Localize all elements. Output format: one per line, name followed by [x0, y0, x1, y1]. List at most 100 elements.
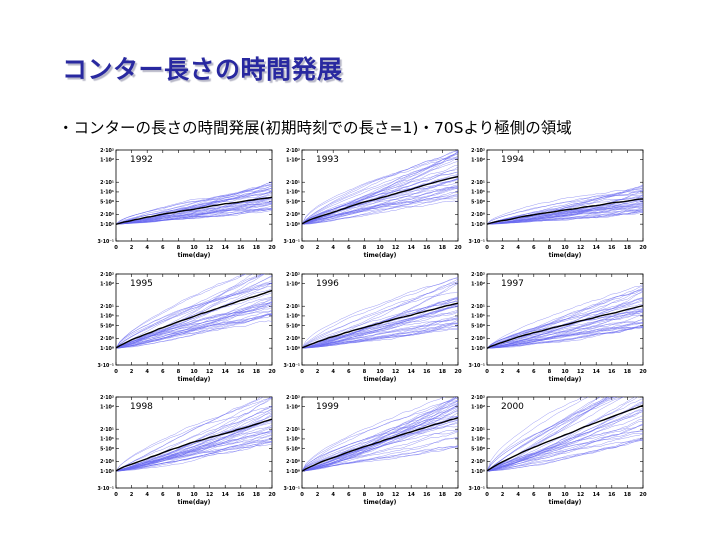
x-tick-label: 20 — [268, 492, 276, 498]
x-tick-label: 8 — [548, 369, 552, 375]
member-line — [487, 288, 643, 349]
member-lines — [487, 397, 643, 472]
y-tick-label: 1·10² — [471, 405, 485, 411]
x-tick-label: 6 — [532, 245, 536, 251]
member-line — [302, 157, 458, 225]
x-tick-label: 20 — [639, 369, 647, 375]
member-line — [116, 274, 247, 349]
y-tick-label: 1·10² — [286, 282, 300, 288]
member-line — [487, 397, 584, 472]
member-line — [487, 397, 625, 472]
y-tick-label: 5·10⁰ — [471, 199, 485, 205]
member-line — [302, 323, 458, 349]
x-tick-label: 4 — [145, 369, 149, 375]
member-line — [116, 185, 272, 225]
member-line — [487, 284, 643, 349]
x-tick-label: 14 — [222, 492, 230, 498]
member-line — [487, 186, 643, 225]
x-tick-label: 4 — [331, 492, 335, 498]
x-tick-label: 12 — [392, 245, 400, 251]
panel-year-label: 1993 — [316, 155, 339, 165]
chart-panel-1993: 0 2 4 6 8 10 12 14 16 18 20 time(day) 3·10⁻¹ 1·10⁰ 2·1… — [284, 148, 462, 259]
x-tick-label: 2 — [316, 492, 320, 498]
chart-panel-1996: 0 2 4 6 8 10 12 14 16 18 20 time(day) 3·10⁻¹ 1·10⁰ 2·1… — [284, 272, 462, 383]
y-tick-label: 1·10⁰ — [100, 469, 114, 475]
chart-panel-1995: 0 2 4 6 8 10 12 14 16 18 20 time(day) 3·10⁻¹ 1·10⁰ 2·1… — [98, 272, 276, 383]
chart-panel-2000: 0 2 4 6 8 10 12 14 16 18 20 time(day) 3·10⁻¹ 1·10⁰ 2·1… — [469, 395, 647, 506]
y-tick-label: 1·10⁰ — [286, 222, 300, 228]
member-lines — [487, 284, 643, 350]
y-tick-label: 2·10⁰ — [100, 212, 114, 218]
x-tick-label: 8 — [177, 492, 181, 498]
member-line — [302, 283, 458, 349]
member-line — [302, 276, 458, 349]
x-tick-label: 16 — [423, 245, 431, 251]
member-line — [487, 397, 589, 472]
slide-bullet: ・コンターの長さの時間発展(初期時刻での長さ=1)・70Sより極側の領域 — [58, 119, 572, 137]
member-line — [487, 311, 643, 349]
x-tick-label: 8 — [548, 492, 552, 498]
x-tick-label: 2 — [130, 492, 134, 498]
member-line — [487, 408, 643, 472]
member-line — [302, 150, 458, 225]
x-tick-label: 18 — [624, 492, 632, 498]
member-line — [302, 177, 458, 225]
member-line — [116, 202, 272, 225]
x-tick-label: 20 — [454, 369, 462, 375]
x-tick-label: 20 — [639, 245, 647, 251]
member-line — [302, 398, 458, 472]
y-tick-label: 2·10² — [100, 148, 114, 154]
y-tick-label: 1·10⁰ — [286, 346, 300, 352]
member-line — [302, 397, 446, 472]
mean-line — [116, 289, 272, 349]
mean-line — [302, 302, 458, 349]
x-tick-label: 16 — [237, 245, 245, 251]
x-tick-label: 16 — [423, 492, 431, 498]
chart-panel-1997: 0 2 4 6 8 10 12 14 16 18 20 time(day) 3·10⁻¹ 1·10⁰ 2·1… — [469, 272, 647, 383]
x-tick-label: 10 — [561, 245, 569, 251]
member-line — [302, 446, 458, 472]
mean-line — [487, 198, 643, 225]
member-line — [302, 195, 458, 225]
x-axis-label: time(day) — [364, 252, 397, 259]
panel-year-label: 1999 — [316, 402, 339, 412]
member-line — [116, 314, 272, 349]
x-tick-label: 14 — [593, 369, 601, 375]
y-tick-label: 2·10⁰ — [471, 459, 485, 465]
x-tick-label: 16 — [237, 369, 245, 375]
y-tick-label: 1·10¹ — [471, 190, 485, 196]
member-line — [116, 397, 272, 472]
chart-panel-1998: 0 2 4 6 8 10 12 14 16 18 20 time(day) 3·10⁻¹ 1·10⁰ 2·1… — [98, 395, 276, 506]
member-line — [487, 321, 643, 349]
x-tick-label: 6 — [161, 492, 165, 498]
x-tick-label: 2 — [316, 369, 320, 375]
member-lines — [302, 150, 458, 225]
x-tick-label: 0 — [114, 492, 118, 498]
x-tick-label: 6 — [532, 492, 536, 498]
member-line — [487, 297, 643, 349]
x-tick-label: 12 — [206, 369, 214, 375]
x-tick-label: 6 — [347, 245, 351, 251]
panel-year-label: 1997 — [501, 279, 524, 289]
member-line — [302, 291, 458, 349]
member-line — [487, 415, 643, 472]
x-axis-label: time(day) — [549, 499, 582, 506]
x-tick-label: 20 — [639, 492, 647, 498]
x-tick-label: 16 — [423, 369, 431, 375]
member-line — [116, 426, 272, 472]
member-line — [487, 325, 643, 349]
x-tick-label: 14 — [222, 245, 230, 251]
member-line — [487, 433, 643, 472]
member-line — [116, 282, 272, 349]
y-tick-label: 1·10² — [100, 405, 114, 411]
x-tick-label: 0 — [114, 369, 118, 375]
member-line — [116, 397, 262, 472]
x-tick-label: 18 — [439, 492, 447, 498]
member-line — [116, 443, 272, 472]
x-tick-label: 16 — [608, 245, 616, 251]
member-line — [487, 409, 643, 472]
x-tick-label: 4 — [331, 369, 335, 375]
member-line — [487, 211, 643, 225]
member-line — [116, 429, 272, 472]
x-tick-label: 14 — [408, 245, 416, 251]
